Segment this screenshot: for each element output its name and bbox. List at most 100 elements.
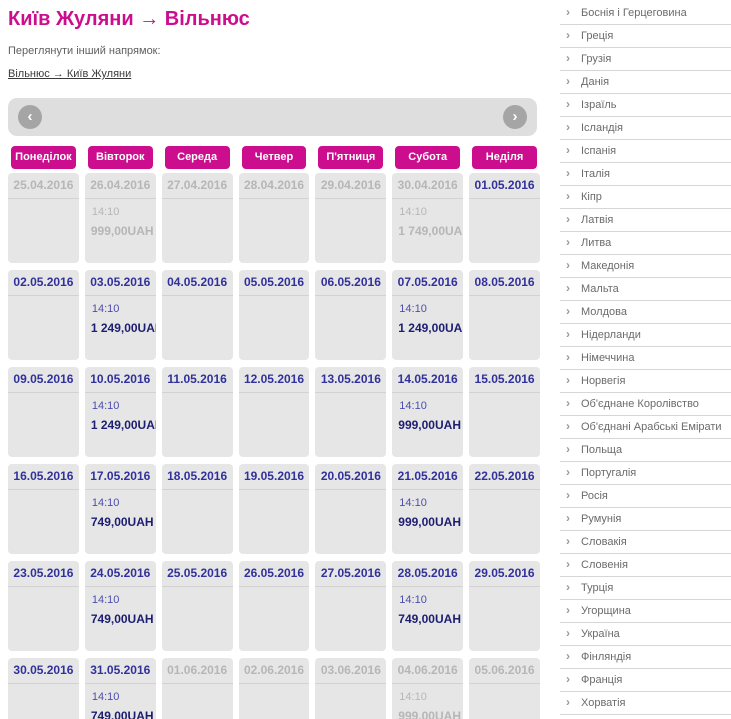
sidebar-country-link[interactable]: › Італія bbox=[560, 163, 731, 186]
sidebar-country-link[interactable]: › Німеччина bbox=[560, 347, 731, 370]
sidebar-country-link[interactable]: › Іспанія bbox=[560, 140, 731, 163]
sidebar-country-link[interactable]: › Кіпр bbox=[560, 186, 731, 209]
weekday-header-chip: Четвер bbox=[241, 146, 307, 169]
chevron-right-icon: › bbox=[566, 97, 570, 111]
sidebar-country-link[interactable]: › Україна bbox=[560, 623, 731, 646]
sidebar-country-link[interactable]: › Фінляндія bbox=[560, 646, 731, 669]
cell-date: 30.05.2016 bbox=[13, 663, 74, 677]
calendar-day-cell: 12.05.2016 bbox=[238, 367, 310, 457]
cell-divider bbox=[8, 392, 79, 393]
sidebar-country-link[interactable]: › Румунія bbox=[560, 508, 731, 531]
sidebar-country-link[interactable]: › Польща bbox=[560, 439, 731, 462]
chevron-right-icon: › bbox=[566, 74, 570, 88]
sidebar-country-link[interactable]: › Росія bbox=[560, 485, 731, 508]
weekday-header-chip: Неділя bbox=[472, 146, 537, 169]
country-label: Словакія bbox=[581, 536, 627, 548]
flight-time bbox=[239, 296, 310, 307]
sidebar-country-link[interactable]: › Ісландія bbox=[560, 117, 731, 140]
calendar-day-cell[interactable]: 24.05.2016 14:10 749,00UAH bbox=[84, 561, 156, 651]
cell-divider bbox=[392, 198, 464, 199]
cell-divider bbox=[84, 489, 156, 490]
cell-divider bbox=[392, 489, 464, 490]
cell-date: 27.04.2016 bbox=[167, 178, 228, 192]
sidebar-country-link[interactable]: › Македонія bbox=[560, 255, 731, 278]
cell-date: 14.05.2016 bbox=[397, 372, 458, 386]
country-label: Польща bbox=[581, 444, 623, 456]
sidebar-country-link[interactable]: › Латвія bbox=[560, 209, 731, 232]
cell-divider bbox=[8, 586, 79, 587]
flight-time bbox=[162, 684, 233, 695]
cell-divider bbox=[469, 295, 540, 296]
sidebar-country-link[interactable]: › Греція bbox=[560, 25, 731, 48]
calendar-day-cell: 06.05.2016 bbox=[315, 270, 387, 360]
sidebar-country-link[interactable]: › Молдова bbox=[560, 301, 731, 324]
calendar-day-cell: 02.06.2016 bbox=[238, 658, 310, 719]
flight-time bbox=[162, 393, 233, 404]
sidebar-country-link[interactable]: › Чеська Республіка bbox=[560, 715, 731, 719]
sidebar-country-link[interactable]: › Норвегія bbox=[560, 370, 731, 393]
flight-time: 14:10 bbox=[91, 594, 120, 606]
flight-time: 14:10 bbox=[399, 594, 427, 606]
country-label: Мальта bbox=[581, 283, 619, 295]
chevron-right-icon: › bbox=[566, 373, 570, 387]
flight-price bbox=[315, 501, 386, 507]
cell-divider bbox=[84, 683, 156, 684]
sidebar-country-link[interactable]: › Боснія і Герцеговина bbox=[560, 2, 731, 25]
sidebar-country-link[interactable]: › Хорватія bbox=[560, 692, 731, 715]
calendar-day-cell[interactable]: 21.05.2016 14:10 999,00UAH bbox=[392, 464, 464, 554]
calendar-day-cell[interactable]: 10.05.2016 14:10 1 249,00UAH bbox=[84, 367, 156, 457]
flight-time: 14:10 bbox=[91, 691, 120, 703]
prev-week-button[interactable]: ‹ bbox=[18, 105, 42, 129]
calendar-day-cell[interactable]: 31.05.2016 14:10 749,00UAH bbox=[84, 658, 156, 719]
calendar-day-cell[interactable]: 14.05.2016 14:10 999,00UAH bbox=[392, 367, 464, 457]
cell-divider bbox=[238, 198, 310, 199]
calendar-day-cell[interactable]: 28.05.2016 14:10 749,00UAH bbox=[392, 561, 464, 651]
flight-time bbox=[315, 587, 386, 598]
sidebar-country-link[interactable]: › Грузія bbox=[560, 48, 731, 71]
reverse-direction-link[interactable]: Вільнюс → Київ Жуляни bbox=[8, 68, 132, 80]
chevron-right-icon: › bbox=[566, 120, 570, 134]
next-week-button[interactable]: › bbox=[503, 105, 527, 129]
sidebar-country-link[interactable]: › Литва bbox=[560, 232, 731, 255]
flight-price bbox=[315, 307, 386, 313]
flight-time bbox=[469, 684, 540, 695]
country-label: Об'єднані Арабські Емірати bbox=[581, 421, 722, 433]
cell-date: 29.04.2016 bbox=[320, 178, 381, 192]
cell-divider bbox=[8, 489, 79, 490]
calendar-day-cell[interactable]: 03.05.2016 14:10 1 249,00UAH bbox=[84, 270, 156, 360]
sidebar-country-link[interactable]: › Мальта bbox=[560, 278, 731, 301]
cell-divider bbox=[161, 489, 233, 490]
country-label: Ісландія bbox=[581, 122, 623, 134]
sidebar-country-link[interactable]: › Об'єднане Королівство bbox=[560, 393, 731, 416]
sidebar-country-link[interactable]: › Словенія bbox=[560, 554, 731, 577]
calendar-day-cell[interactable]: 17.05.2016 14:10 749,00UAH bbox=[84, 464, 156, 554]
chevron-right-icon: › bbox=[566, 580, 570, 594]
calendar-day-cell: 28.04.2016 bbox=[238, 173, 310, 263]
country-label: Фінляндія bbox=[581, 651, 632, 663]
sidebar-country-link[interactable]: › Ізраїль bbox=[560, 94, 731, 117]
cell-divider bbox=[161, 198, 233, 199]
cell-divider bbox=[469, 683, 540, 684]
sidebar-country-link[interactable]: › Нідерланди bbox=[560, 324, 731, 347]
sidebar-country-link[interactable]: › Об'єднані Арабські Емірати bbox=[560, 416, 731, 439]
sidebar-country-link[interactable]: › Португалія bbox=[560, 462, 731, 485]
calendar-day-cell[interactable]: 07.05.2016 14:10 1 249,00UAH bbox=[392, 270, 464, 360]
chevron-right-icon: › bbox=[566, 534, 570, 548]
cell-date: 17.05.2016 bbox=[90, 469, 151, 483]
weekday-header-chip: Середа bbox=[164, 146, 230, 169]
flight-time bbox=[469, 490, 540, 501]
cell-date: 20.05.2016 bbox=[320, 469, 381, 483]
calendar-day-cell: 27.04.2016 bbox=[161, 173, 233, 263]
weekday-header-chip: Понеділок bbox=[11, 146, 76, 169]
cell-divider bbox=[238, 586, 310, 587]
sidebar-country-link[interactable]: › Данія bbox=[560, 71, 731, 94]
sidebar-country-link[interactable]: › Угорщина bbox=[560, 600, 731, 623]
flight-time bbox=[315, 490, 386, 501]
chevron-right-icon: › bbox=[566, 51, 570, 65]
sidebar-country-link[interactable]: › Турція bbox=[560, 577, 731, 600]
sidebar-country-link[interactable]: › Словакія bbox=[560, 531, 731, 554]
sidebar-country-link[interactable]: › Франція bbox=[560, 669, 731, 692]
calendar-day-cell: 09.05.2016 bbox=[8, 367, 79, 457]
flight-price bbox=[8, 501, 79, 507]
calendar-day-cell: 22.05.2016 bbox=[469, 464, 540, 554]
